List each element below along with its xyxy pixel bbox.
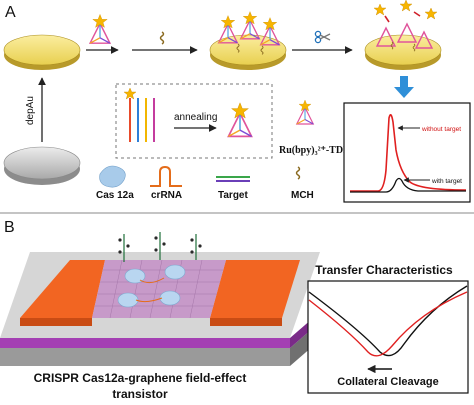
bare-substrate-disc xyxy=(3,146,81,185)
transfer-title: Transfer Characteristics xyxy=(315,263,453,277)
panel-a-label: A xyxy=(5,4,16,21)
ru-tdn-icon xyxy=(296,99,314,125)
target-icon xyxy=(216,176,250,182)
transfer-plot-box xyxy=(307,280,469,394)
cas12a-icon xyxy=(99,165,126,188)
transfer-curve-before xyxy=(308,285,468,357)
panel-b-label: B xyxy=(4,219,15,236)
device-caption-line1: CRISPR Cas12a-graphene field-effect xyxy=(34,371,247,385)
tdn-assembled-icon xyxy=(227,101,253,138)
transfer-curve-after xyxy=(308,291,468,357)
blue-down-arrow xyxy=(394,76,414,98)
mch-icon xyxy=(159,31,165,45)
tdn-probe-icon xyxy=(89,13,111,44)
with-target-label: with target xyxy=(431,178,462,185)
crrna-label: crRNA xyxy=(151,190,182,201)
target-label: Target xyxy=(218,190,248,201)
gold-electrode-tdn xyxy=(209,10,287,70)
without-target-label: without target xyxy=(421,126,461,133)
signal-curve-with-target xyxy=(350,177,466,193)
annealing-label: annealing xyxy=(174,112,217,123)
mch-legend-icon xyxy=(295,166,301,180)
device-caption-line2: transistor xyxy=(112,387,168,401)
depau-label: depAu xyxy=(25,96,36,125)
ru-tdn-label: Ru(bpy)₃²⁺-TDN xyxy=(279,145,351,156)
cas12a-label: Cas 12a xyxy=(96,190,134,201)
signal-plot-box xyxy=(343,102,471,203)
gfet-device xyxy=(0,232,320,366)
crrna-icon xyxy=(150,165,182,187)
signal-curve-without-target xyxy=(350,114,467,192)
cleavage-label: Collateral Cleavage xyxy=(337,376,439,388)
mch-label: MCH xyxy=(291,190,314,201)
gold-electrode-cleaved xyxy=(364,0,442,70)
gold-electrode-bare xyxy=(3,34,81,70)
scissors-icon xyxy=(314,30,331,44)
annealing-box xyxy=(115,83,273,159)
single-strands-icon xyxy=(123,87,155,142)
